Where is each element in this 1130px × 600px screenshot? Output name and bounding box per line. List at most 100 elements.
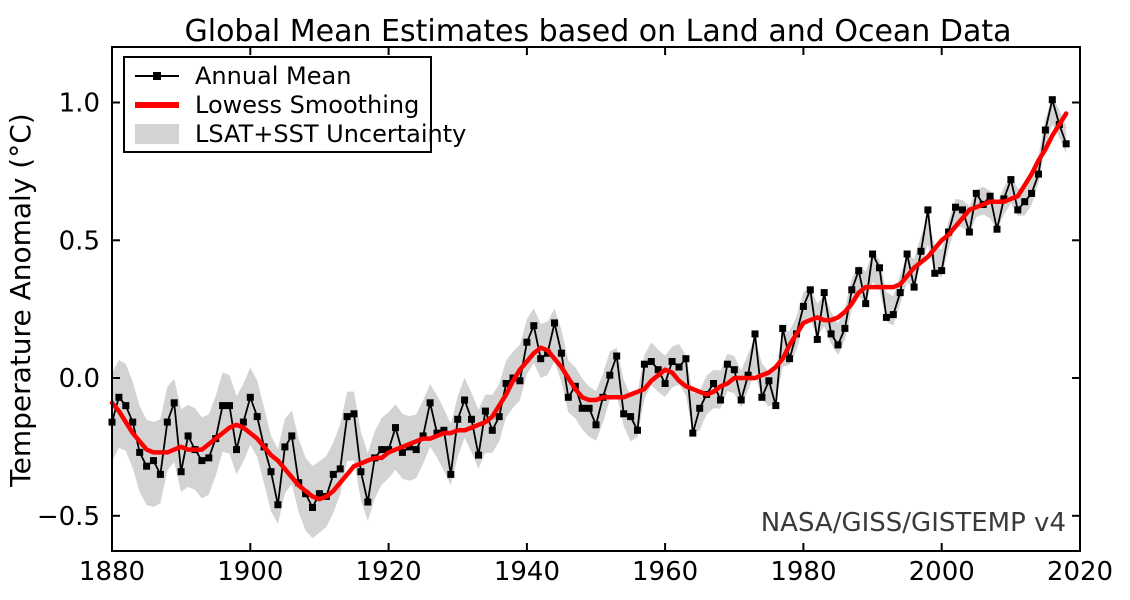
annual-mean-marker [820, 289, 828, 297]
annual-mean-marker [537, 355, 545, 363]
annual-mean-marker [1035, 170, 1042, 178]
annual-mean-marker [1014, 206, 1022, 214]
y-tick-label: 0.0 [59, 364, 100, 394]
annual-mean-marker [495, 413, 503, 421]
annual-mean-marker [475, 451, 482, 459]
annual-mean-marker [163, 418, 171, 426]
x-tick-label: 1900 [217, 557, 283, 587]
annual-mean-marker [516, 377, 524, 385]
annual-mean-marker [1062, 140, 1070, 148]
annual-mean-marker [634, 426, 641, 434]
annual-mean-marker [654, 366, 662, 374]
annual-mean-marker [564, 393, 572, 401]
annual-mean-marker [765, 377, 773, 385]
annual-mean-marker [156, 470, 164, 478]
annual-mean-marker [440, 426, 448, 434]
annual-mean-marker [938, 267, 946, 275]
annual-mean-marker [710, 380, 717, 387]
annual-mean-marker [274, 501, 282, 509]
annual-mean-marker [177, 468, 185, 476]
annual-mean-marker [620, 410, 628, 418]
x-tick-label: 1880 [79, 557, 145, 587]
annual-mean-marker [855, 267, 863, 275]
annual-mean-marker [267, 468, 275, 476]
legend-label-uncertainty: LSAT+SST Uncertainty [195, 119, 467, 148]
annual-mean-marker [253, 413, 261, 421]
y-tick-label: 1.0 [59, 89, 100, 119]
annual-mean-marker [198, 457, 206, 465]
annual-mean-marker [993, 225, 1001, 233]
annual-mean-marker [613, 352, 621, 360]
annual-mean-marker [903, 250, 911, 258]
annual-mean-marker [350, 410, 358, 418]
x-tick-label: 1920 [356, 557, 422, 587]
y-axis-label: Temperature Anomaly (°C) [4, 113, 37, 487]
annual-mean-marker [447, 470, 455, 478]
annual-mean-marker [848, 286, 856, 294]
annual-mean-marker [136, 448, 144, 456]
annual-mean-marker [682, 355, 690, 363]
annual-mean-marker [150, 457, 157, 465]
annual-mean-marker [170, 399, 178, 407]
annual-mean-marker [737, 396, 745, 404]
x-tick-label: 2020 [1047, 557, 1113, 587]
annual-mean-marker [385, 446, 393, 454]
annual-mean-marker [661, 380, 669, 387]
annual-mean-marker [115, 393, 123, 401]
annual-mean-marker [1007, 176, 1015, 184]
annual-mean-marker [813, 335, 821, 343]
annual-mean-marker [606, 371, 614, 379]
legend-item-annual-mean: Annual Mean [125, 61, 430, 90]
annual-mean-marker [454, 415, 462, 423]
annual-mean-marker [364, 498, 372, 506]
annual-mean-marker [405, 443, 413, 451]
axis-ticks [111, 47, 1081, 551]
y-tick-label: −0.5 [37, 502, 100, 532]
annual-mean-marker [122, 402, 130, 410]
plot-border [111, 46, 1081, 552]
annual-mean-marker [924, 206, 932, 214]
x-tick-label: 2000 [909, 557, 975, 587]
annual-mean-line-sample-icon [135, 64, 179, 88]
legend-label-annual-mean: Annual Mean [195, 61, 352, 90]
annual-mean-marker [392, 424, 399, 432]
axis-tick-labels: 1880 1900 1920 1940 1960 1980 2000 2020 −0.5 0.0 0… [37, 89, 1113, 588]
annual-mean-marker [931, 269, 939, 277]
annual-mean-marker [585, 404, 593, 412]
annual-mean-marker [426, 399, 434, 407]
annual-mean-marker [336, 465, 344, 473]
annual-mean-marker [433, 429, 441, 437]
annual-mean-marker [184, 432, 192, 440]
x-tick-label: 1980 [770, 557, 836, 587]
annual-mean-marker [910, 283, 918, 291]
annual-mean-marker [882, 313, 890, 321]
annual-mean-marker [952, 203, 959, 211]
annual-mean-marker [876, 264, 883, 272]
annual-mean-marker [834, 341, 842, 349]
annual-mean-marker [627, 413, 635, 421]
annual-mean-marker [640, 360, 648, 368]
legend-item-lowess-smoothing: Lowess Smoothing [125, 90, 430, 119]
annual-mean-marker [205, 454, 213, 462]
annual-mean-marker [869, 250, 877, 258]
annual-mean-marker [226, 402, 233, 410]
annual-mean-marker [557, 349, 565, 357]
annual-mean-marker [129, 418, 137, 426]
annual-mean-marker [806, 286, 814, 294]
annual-mean-marker [1041, 126, 1049, 134]
annual-mean-marker [1028, 189, 1036, 197]
uncertainty-band-area [112, 97, 1067, 539]
source-annotation: NASA/GISS/GISTEMP v4 [761, 508, 1066, 538]
annual-mean-marker [717, 396, 724, 404]
x-tick-label: 1960 [632, 557, 698, 587]
annual-mean-marker [668, 358, 676, 365]
annual-mean-marker [502, 380, 510, 387]
annual-mean-marker [799, 302, 807, 310]
uncertainty-patch-sample-icon [135, 122, 179, 146]
x-tick-label: 1940 [494, 557, 560, 587]
annual-mean-marker [523, 338, 531, 346]
annual-mean-marker [219, 402, 227, 410]
legend-item-uncertainty: LSAT+SST Uncertainty [125, 119, 466, 148]
